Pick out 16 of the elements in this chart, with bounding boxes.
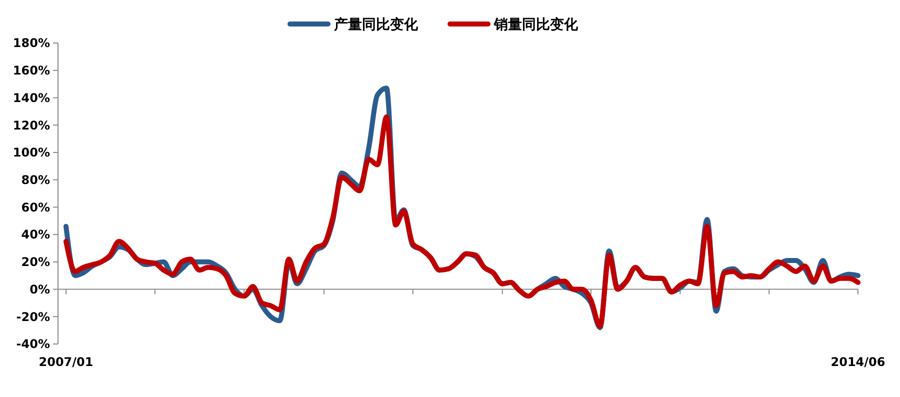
y-tick-label: 0%: [30, 282, 50, 296]
y-tick-label: 60%: [21, 200, 50, 214]
y-tick-label: 80%: [21, 173, 50, 188]
y-tick-label: 40%: [21, 228, 50, 242]
y-tick-label: 180%: [12, 36, 50, 50]
y-tick-label: -20%: [16, 310, 50, 324]
y-tick-label: 140%: [12, 90, 50, 105]
y-tick-label: 100%: [12, 146, 50, 160]
legend-label: 产量同比变化: [333, 16, 419, 33]
y-tick-label: -40%: [16, 337, 50, 352]
x-tick-label: 2014/06: [830, 355, 886, 369]
y-tick-label: 120%: [12, 118, 50, 132]
y-tick-label: 160%: [12, 64, 50, 78]
y-tick-label: 20%: [21, 255, 50, 270]
legend-label: 销量同比变化: [493, 16, 579, 33]
x-tick-label: 2007/01: [38, 355, 94, 369]
